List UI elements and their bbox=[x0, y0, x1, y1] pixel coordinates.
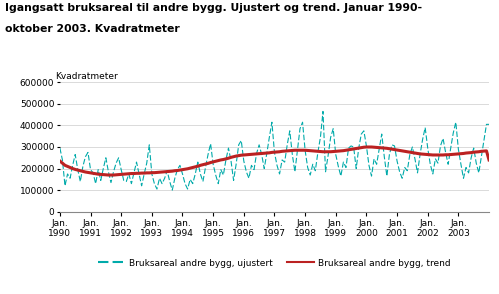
Bruksareal andre bygg, ujustert bbox=[228, 159, 234, 163]
Bruksareal andre bygg, ujustert bbox=[397, 170, 403, 173]
Bruksareal andre bygg, trend bbox=[228, 156, 234, 159]
Bruksareal andre bygg, ujustert bbox=[404, 169, 410, 173]
Bruksareal andre bygg, trend bbox=[471, 151, 477, 154]
Bruksareal andre bygg, trend bbox=[105, 173, 111, 177]
Legend: Bruksareal andre bygg, ujustert, Bruksareal andre bygg, trend: Bruksareal andre bygg, ujustert, Bruksar… bbox=[94, 255, 455, 271]
Line: Bruksareal andre bygg, ujustert: Bruksareal andre bygg, ujustert bbox=[60, 111, 489, 190]
Bruksareal andre bygg, trend bbox=[404, 150, 410, 153]
Bruksareal andre bygg, ujustert bbox=[169, 188, 175, 192]
Text: Kvadratmeter: Kvadratmeter bbox=[55, 72, 118, 81]
Text: Igangsatt bruksareal til andre bygg. Ujustert og trend. Januar 1990-: Igangsatt bruksareal til andre bygg. Uju… bbox=[5, 3, 422, 13]
Bruksareal andre bygg, ujustert bbox=[427, 163, 433, 166]
Bruksareal andre bygg, trend bbox=[486, 158, 492, 162]
Bruksareal andre bygg, ujustert bbox=[471, 146, 477, 150]
Bruksareal andre bygg, trend bbox=[397, 149, 403, 152]
Bruksareal andre bygg, trend bbox=[174, 169, 180, 172]
Bruksareal andre bygg, ujustert bbox=[486, 123, 492, 126]
Line: Bruksareal andre bygg, trend: Bruksareal andre bygg, trend bbox=[60, 147, 489, 175]
Bruksareal andre bygg, ujustert bbox=[320, 110, 326, 113]
Bruksareal andre bygg, trend bbox=[57, 159, 63, 163]
Bruksareal andre bygg, trend bbox=[427, 153, 433, 156]
Bruksareal andre bygg, ujustert bbox=[174, 168, 180, 171]
Text: oktober 2003. Kvadratmeter: oktober 2003. Kvadratmeter bbox=[5, 24, 180, 34]
Bruksareal andre bygg, trend bbox=[363, 145, 369, 149]
Bruksareal andre bygg, ujustert bbox=[57, 146, 63, 150]
